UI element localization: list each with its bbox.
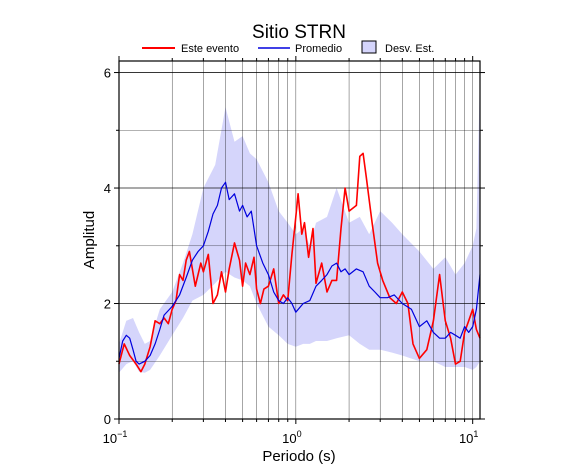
y-tick-label: 6 [104, 66, 111, 81]
y-tick-label: 4 [104, 181, 111, 196]
y-tick-label: 2 [104, 297, 111, 312]
legend-label-promedio: Promedio [295, 43, 342, 55]
x-axis-label: Periodo (s) [262, 448, 335, 465]
band-layer [119, 72, 480, 373]
series-line-este [118, 152, 481, 373]
x-tick-label: 100 [282, 429, 301, 446]
chart-title: Sitio STRN [252, 22, 346, 43]
std-band [119, 72, 480, 373]
plot-frame [118, 60, 481, 420]
legend-swatch-desv [361, 40, 377, 54]
x-tick-exponent: 1 [473, 429, 478, 439]
x-tick-exponent: 0 [297, 429, 302, 439]
legend-item-este: Este evento [142, 43, 239, 55]
x-tick-label: 10−1 [103, 429, 128, 446]
series-layer [118, 152, 481, 373]
frame-layer [114, 56, 485, 424]
legend-item-desv: Desv. Est. [361, 40, 434, 55]
legend-label-este: Este evento [181, 43, 239, 55]
legend: Este evento Promedio Desv. Est. [142, 40, 434, 55]
grid-layer [119, 61, 480, 419]
x-tick-label: 101 [459, 429, 478, 446]
legend-item-promedio: Promedio [258, 43, 342, 55]
x-tick-exponent: −1 [117, 429, 127, 439]
series-line-promedio [118, 181, 481, 365]
y-axis-label: Amplitud [81, 211, 98, 269]
legend-label-desv: Desv. Est. [385, 43, 434, 55]
y-tick-label: 0 [104, 412, 111, 427]
